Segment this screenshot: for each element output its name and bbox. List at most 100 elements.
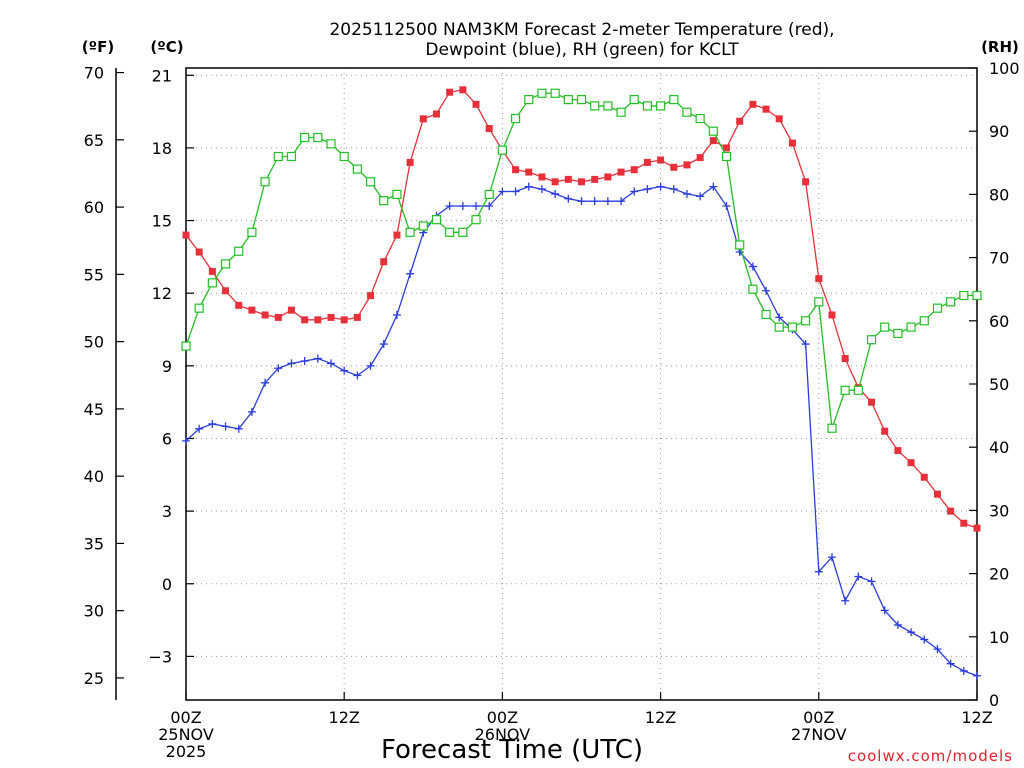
2-meter-temperature-marker	[881, 427, 889, 435]
2-meter-temperature-marker	[314, 316, 322, 324]
2-meter-temperature-marker	[367, 292, 375, 300]
dewpoint-marker	[643, 185, 652, 194]
2-meter-temperature-marker	[591, 175, 599, 183]
relative-humidity-marker	[550, 88, 560, 98]
dewpoint-marker	[551, 189, 560, 198]
relative-humidity-marker	[418, 221, 428, 231]
time-tick-label: 00Z	[170, 708, 201, 727]
2-meter-temperature-marker	[868, 398, 876, 406]
dewpoint-marker	[854, 572, 863, 581]
2-meter-temperature-marker	[617, 168, 625, 176]
2-meter-temperature-marker	[894, 447, 902, 455]
relative-humidity-marker	[787, 322, 798, 332]
rh-tick-label: 10	[989, 628, 1009, 647]
dewpoint-marker	[524, 182, 533, 191]
2-meter-temperature-marker	[472, 100, 480, 108]
relative-humidity-marker	[247, 227, 257, 237]
relative-humidity-line	[185, 92, 977, 429]
2-meter-temperature-marker	[907, 459, 915, 467]
dewpoint-marker	[630, 187, 639, 196]
relative-humidity-marker	[537, 88, 547, 98]
dewpoint-marker	[366, 361, 375, 370]
2-meter-temperature-marker	[235, 301, 243, 309]
relative-humidity-marker	[379, 196, 389, 206]
rh-tick-label: 20	[989, 565, 1009, 584]
celsius-tick-label: 3	[162, 502, 172, 521]
relative-humidity-marker	[524, 94, 534, 105]
rh-tick-label: 70	[989, 249, 1009, 268]
fahrenheit-tick-label: 30	[84, 602, 104, 621]
relative-humidity-marker	[893, 328, 903, 339]
plot-area-frame	[185, 67, 978, 701]
2-meter-temperature-marker	[775, 115, 783, 123]
dewpoint-series	[182, 182, 981, 680]
rh-tick-label: 90	[989, 122, 1009, 141]
relative-humidity-marker	[234, 246, 244, 256]
rh-tick-label: 60	[989, 312, 1009, 331]
2-meter-temperature-marker	[195, 248, 203, 256]
dewpoint-marker	[696, 192, 705, 201]
2-meter-temperature-marker	[788, 139, 796, 147]
2-meter-temperature-marker	[301, 316, 309, 324]
relative-humidity-marker	[260, 177, 270, 187]
relative-humidity-marker	[445, 227, 455, 237]
2-meter-temperature-marker	[340, 316, 348, 324]
2-meter-temperature-marker	[525, 168, 533, 176]
2-meter-temperature-marker	[485, 125, 493, 133]
dewpoint-marker	[933, 645, 942, 654]
2-meter-temperature-marker	[696, 154, 704, 162]
2-meter-temperature-marker	[657, 156, 665, 164]
dewpoint-marker	[748, 262, 757, 271]
dewpoint-marker	[920, 635, 929, 644]
relative-humidity-marker	[339, 151, 349, 162]
dewpoint-marker	[234, 424, 243, 433]
relative-humidity-marker	[682, 107, 692, 117]
2-meter-temperature-marker	[723, 144, 731, 152]
celsius-tick-label: 6	[162, 429, 172, 448]
dewpoint-marker	[445, 202, 454, 211]
relative-humidity-marker	[748, 284, 758, 294]
dewpoint-marker	[485, 202, 494, 211]
dewpoint-marker	[353, 371, 362, 380]
fahrenheit-tick-label: 70	[84, 64, 104, 83]
2-meter-temperature-marker	[432, 110, 440, 118]
rh-tick-label: 80	[989, 185, 1009, 204]
relative-humidity-marker	[669, 94, 679, 105]
relative-humidity-marker	[827, 423, 837, 433]
relative-humidity-marker	[273, 151, 283, 162]
fahrenheit-tick-label: 35	[84, 534, 104, 553]
2-meter-temperature-marker	[182, 231, 190, 239]
relative-humidity-marker	[814, 297, 824, 307]
dewpoint-marker	[656, 182, 665, 191]
dewpoint-marker	[669, 185, 678, 194]
dewpoint-marker	[590, 197, 599, 206]
relative-humidity-marker	[629, 94, 639, 105]
dewpoint-marker	[392, 310, 401, 319]
2-meter-temperature-marker	[749, 100, 757, 108]
fahrenheit-tick-label: 40	[84, 467, 104, 486]
relative-humidity-marker	[972, 290, 982, 301]
dewpoint-marker	[221, 422, 230, 431]
relative-humidity-marker	[655, 101, 666, 111]
relative-humidity-marker	[576, 94, 587, 105]
dewpoint-marker	[907, 628, 916, 637]
fahrenheit-tick-label: 25	[84, 669, 104, 688]
2-meter-temperature-marker	[274, 313, 282, 321]
relative-humidity-marker	[405, 227, 415, 237]
dewpoint-marker	[498, 187, 507, 196]
relative-humidity-marker	[313, 132, 323, 143]
2-meter-temperature-marker	[683, 161, 691, 169]
relative-humidity-marker	[919, 316, 929, 326]
dewpoint-marker	[577, 197, 586, 206]
celsius-tick-label: −3	[148, 647, 172, 666]
time-tick-label: 12Z	[329, 708, 360, 727]
relative-humidity-marker	[352, 164, 362, 174]
2-meter-temperature-marker	[828, 311, 836, 319]
2-meter-temperature-marker	[353, 313, 361, 321]
relative-humidity-marker	[181, 341, 191, 351]
2-meter-temperature-marker	[327, 313, 335, 321]
2-meter-temperature-marker	[920, 473, 928, 481]
dewpoint-marker	[274, 364, 283, 373]
2-meter-temperature-marker	[709, 137, 717, 145]
chart-title: 2025112500 NAM3KM Forecast 2-meter Tempe…	[329, 20, 834, 60]
